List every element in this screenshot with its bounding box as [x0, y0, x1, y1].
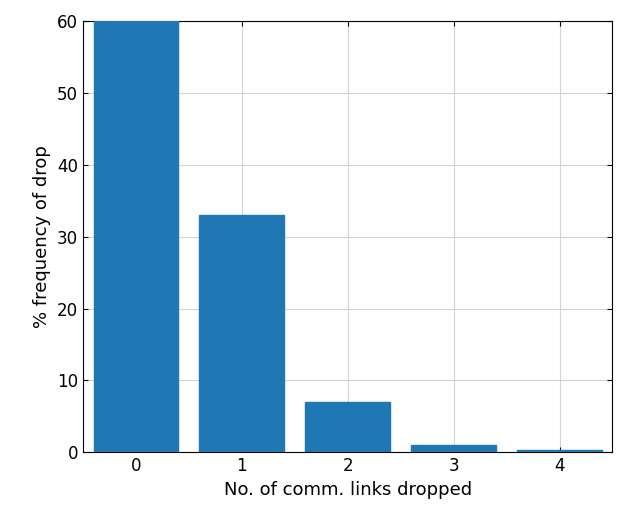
Bar — [306, 402, 390, 452]
Bar — [517, 450, 602, 452]
X-axis label: No. of comm. links dropped: No. of comm. links dropped — [224, 481, 471, 499]
Y-axis label: % frequency of drop: % frequency of drop — [33, 145, 52, 328]
Bar — [200, 215, 284, 452]
Bar — [94, 21, 178, 452]
Bar — [412, 445, 496, 452]
